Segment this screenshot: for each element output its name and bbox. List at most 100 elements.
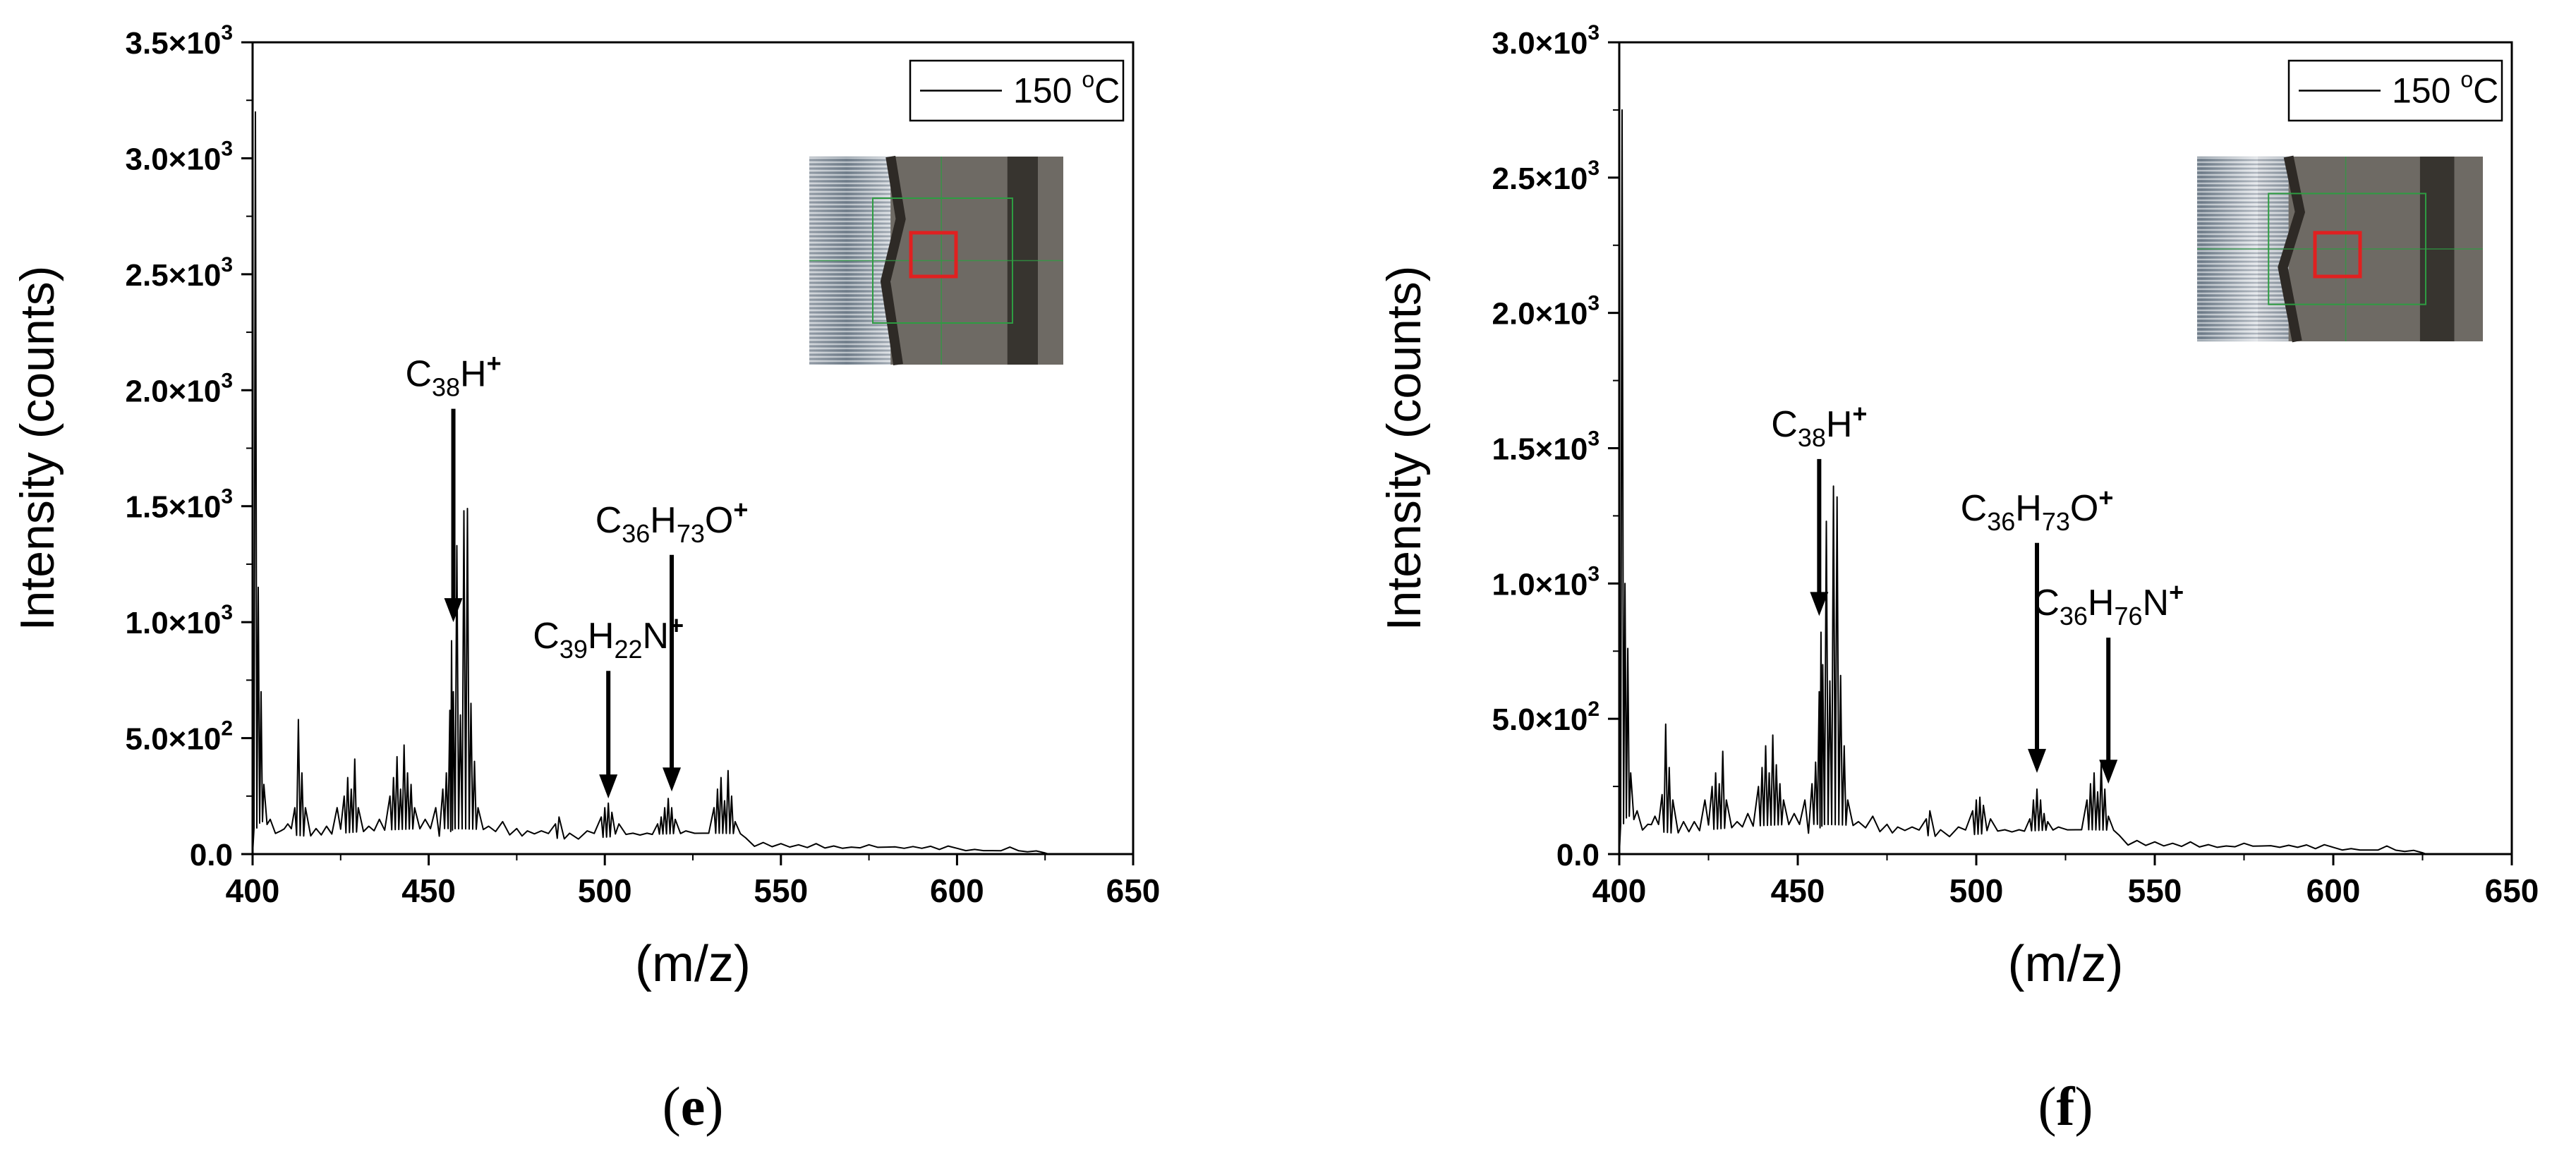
y-tick-label: 2.0×103 [1492, 292, 1600, 331]
legend-degree-sign: o [2460, 67, 2473, 92]
legend-label-unit: C [1094, 71, 1120, 111]
panel-label-paren: ( [663, 1076, 681, 1137]
annotation-superscript: + [2169, 578, 2184, 607]
panel-label-paren: ) [2074, 1076, 2093, 1137]
x-tick-label: 450 [401, 872, 456, 909]
annotation-arrow-head [2099, 760, 2118, 784]
inset-roi-box [2313, 231, 2362, 279]
y-tick-exponent: 2 [1588, 698, 1600, 721]
annotation-element: H [588, 616, 615, 657]
y-tick-mantissa: 1.5×10 [1492, 432, 1588, 467]
y-tick-mantissa: 1.0×10 [126, 606, 222, 640]
panel-label: (e) [663, 1076, 724, 1137]
annotation-element: H [460, 354, 487, 395]
chart-panel-f: 400 450 500 550 600 6500.05.0×1021.0×1031.5×1… [1377, 21, 2539, 1137]
x-axis-label: (m/z) [635, 936, 751, 992]
y-tick-mantissa: 2.5×10 [126, 258, 222, 293]
panel-label-letter: f [2057, 1076, 2076, 1137]
x-tick-label: 400 [226, 872, 280, 909]
annotation-element: N [2143, 583, 2170, 623]
y-tick-mantissa: 2.5×10 [1492, 162, 1588, 196]
annotation-element: C [595, 500, 622, 541]
y-tick-label: 3.0×103 [1492, 21, 1600, 61]
annotation-element: H [2015, 488, 2042, 529]
y-tick-exponent: 3 [221, 137, 233, 160]
panel-label: (f) [2038, 1076, 2093, 1137]
annotation-element: C [1961, 488, 1988, 529]
y-tick-exponent: 3 [221, 485, 233, 509]
y-tick-exponent: 3 [1588, 427, 1600, 451]
panel-label-paren: ( [2038, 1076, 2057, 1137]
annotation-arrow-head [663, 767, 682, 792]
x-tick-label: 650 [2485, 872, 2539, 909]
y-tick-mantissa: 0.0 [1556, 838, 1600, 872]
annotation-subscript: 73 [2042, 507, 2070, 536]
y-tick-label: 0.0 [1556, 838, 1600, 872]
y-axis-label: Intensity (counts) [1377, 266, 1431, 631]
x-axis-label: (m/z) [2008, 936, 2124, 992]
y-tick-label: 5.0×102 [1492, 698, 1600, 737]
panel-label-letter: e [681, 1076, 706, 1137]
y-tick-label: 2.0×103 [126, 369, 234, 408]
y-tick-label: 2.5×103 [1492, 157, 1600, 196]
y-tick-label: 1.0×103 [126, 601, 234, 640]
annotation-arrow-head [599, 774, 618, 799]
annotation-subscript: 36 [622, 519, 650, 548]
legend-degree-sign: o [1082, 67, 1094, 92]
annotation-subscript: 38 [1798, 423, 1826, 452]
y-tick-exponent: 3 [221, 369, 233, 392]
y-tick-mantissa: 1.0×10 [1492, 567, 1588, 602]
annotation-arrow-head [1810, 592, 1829, 616]
annotation-label: C36​H73​O+​ [595, 495, 749, 548]
x-tick-label: 550 [754, 872, 808, 909]
y-tick-mantissa: 2.0×10 [126, 374, 222, 408]
annotation-subscript: 73 [677, 519, 705, 548]
annotation-subscript: 39 [560, 635, 588, 664]
y-tick-mantissa: 3.5×10 [126, 26, 222, 61]
y-tick-exponent: 2 [221, 717, 233, 741]
annotation-label: C36​H73​O+​ [1961, 483, 2114, 536]
y-tick-label: 3.5×103 [126, 21, 234, 61]
y-tick-exponent: 3 [1588, 562, 1600, 585]
y-tick-mantissa: 1.5×10 [126, 490, 222, 525]
y-tick-mantissa: 2.0×10 [1492, 297, 1588, 331]
annotation-element: O [705, 500, 733, 541]
y-tick-mantissa: 3.0×10 [126, 142, 222, 176]
y-tick-exponent: 3 [1588, 21, 1600, 44]
y-tick-mantissa: 0.0 [190, 838, 233, 872]
x-tick-label: 600 [930, 872, 984, 909]
y-axis-label: Intensity (counts) [11, 266, 64, 631]
annotation-element: C [2033, 583, 2060, 623]
annotation-subscript: 76 [2114, 602, 2142, 631]
annotation-element: C [1771, 404, 1798, 445]
annotation-superscript: + [2098, 483, 2113, 512]
inset-roi-box [909, 231, 958, 279]
x-tick-label: 500 [1949, 872, 2004, 909]
annotation-arrow-head [444, 598, 463, 623]
annotation-label: C38​H+​ [1771, 399, 1867, 452]
x-tick-label: 600 [2306, 872, 2361, 909]
chart-panel-e: 400 450 500 550 600 6500.05.0×1021.0×1031.5×1… [11, 21, 1160, 1137]
y-tick-label: 5.0×102 [126, 717, 234, 757]
annotation-element: H [650, 500, 677, 541]
y-tick-label: 1.5×103 [1492, 427, 1600, 467]
y-tick-exponent: 3 [1588, 292, 1600, 315]
annotation-element: C [405, 354, 432, 395]
spectrum-line-150C [252, 111, 1133, 855]
annotation-element: O [2070, 488, 2098, 529]
x-tick-label: 550 [2128, 872, 2182, 909]
y-tick-exponent: 3 [221, 601, 233, 624]
annotation-label: C39​H22​N+​ [533, 611, 684, 664]
y-tick-exponent: 3 [1588, 157, 1600, 180]
inset-micrograph [2197, 155, 2483, 343]
y-tick-mantissa: 3.0×10 [1492, 26, 1588, 61]
y-tick-label: 0.0 [190, 838, 233, 872]
legend-label-value: 150 [1013, 71, 1082, 111]
x-tick-label: 500 [578, 872, 632, 909]
annotation-subscript: 36 [1987, 507, 2015, 536]
legend-label-unit: C [2473, 71, 2498, 111]
y-tick-mantissa: 5.0×10 [1492, 702, 1588, 737]
annotation-superscript: + [733, 495, 748, 524]
x-tick-label: 650 [1106, 872, 1161, 909]
